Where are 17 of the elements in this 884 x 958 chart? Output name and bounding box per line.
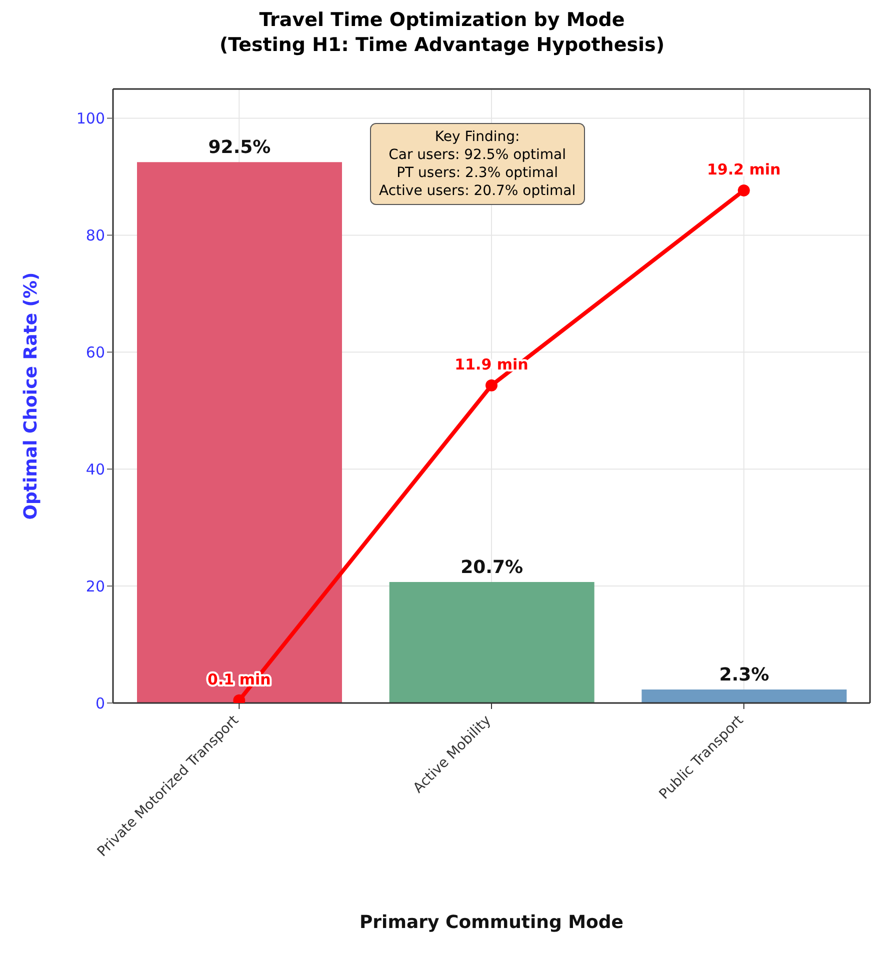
y-tick-label: 40: [86, 460, 105, 478]
bar: [389, 582, 594, 703]
y-tick-label: 20: [86, 577, 105, 596]
y-tick-label: 80: [86, 226, 105, 245]
chart-title: Travel Time Optimization by Mode: [258, 8, 626, 33]
chart-subtitle: (Testing H1: Time Advantage Hypothesis): [218, 33, 666, 58]
data-label: 20.7%: [460, 556, 524, 578]
data-label: 2.3%: [719, 664, 770, 686]
y-tick-label: 100: [76, 110, 105, 128]
x-axis-title: Primary Commuting Mode: [359, 912, 624, 933]
data-label: 19.2 min: [706, 160, 781, 178]
y-tick-label: 0: [95, 694, 105, 712]
bar: [642, 690, 847, 703]
y-tick-label: 60: [86, 343, 105, 362]
annotation: Key Finding: Car users: 92.5% optimal PT users: 2.3% optimal Active users: 20.7% optimal: [370, 123, 585, 205]
y-axis-title: Optimal Choice Rate (%): [20, 272, 42, 520]
data-label: 92.5%: [208, 137, 271, 158]
